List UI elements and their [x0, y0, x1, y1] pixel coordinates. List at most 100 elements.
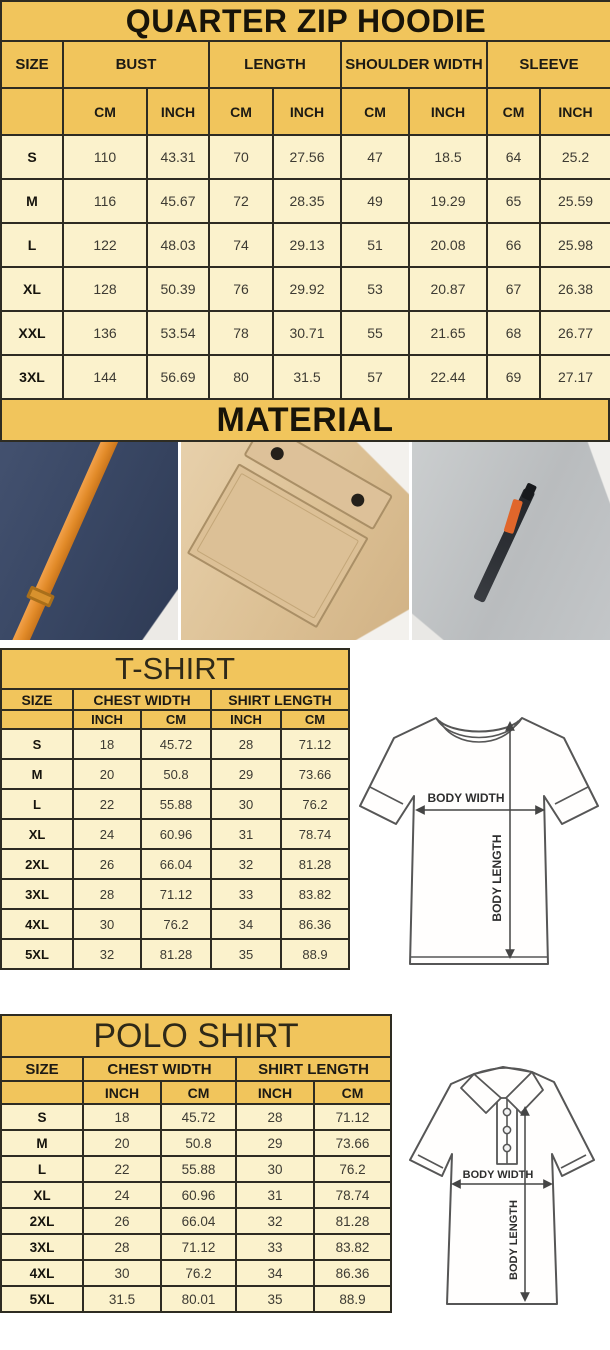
unit-header-cm: CM: [62, 87, 148, 136]
unit-header-cm: CM: [486, 87, 541, 136]
col-header-chest-width: CHEST WIDTH: [72, 688, 212, 711]
value-cell: 25.98: [538, 222, 610, 268]
empty-cell: [0, 709, 74, 730]
value-cell: 32: [235, 1207, 315, 1235]
value-cell: 60.96: [160, 1181, 237, 1209]
value-cell: 45.72: [140, 728, 212, 760]
value-cell: 26.38: [538, 266, 610, 312]
value-cell: 30: [210, 788, 282, 820]
size-cell: XL: [0, 1181, 84, 1209]
value-cell: 26: [72, 848, 142, 880]
value-cell: 29.92: [272, 266, 342, 312]
size-cell: S: [0, 728, 74, 760]
value-cell: 28: [72, 878, 142, 910]
table-row: SIZE CHEST WIDTH SHIRT LENGTH: [0, 1056, 393, 1082]
photo-navy-fleece-orange-strap: [0, 442, 178, 640]
size-cell: S: [0, 1103, 84, 1131]
value-cell: 18: [72, 728, 142, 760]
zipper: [473, 482, 538, 604]
col-header-shirt-length: SHIRT LENGTH: [234, 1056, 393, 1082]
unit-header-inch: INCH: [210, 709, 282, 730]
value-cell: 33: [210, 878, 282, 910]
value-cell: 81.28: [140, 938, 212, 970]
value-cell: 20.87: [408, 266, 488, 312]
table-row: INCH CM INCH CM: [0, 709, 351, 730]
value-cell: 35: [210, 938, 282, 970]
value-cell: 88.9: [312, 1285, 393, 1313]
value-cell: 29: [210, 758, 282, 790]
value-cell: 19.29: [408, 178, 488, 224]
table-row: INCH CM INCH CM: [0, 1080, 393, 1105]
table-row: L 122 48.03 74 29.13 51 20.08 66 25.98: [0, 222, 610, 268]
value-cell: 18.5: [408, 134, 488, 180]
value-cell: 22: [82, 1155, 162, 1183]
value-cell: 18: [82, 1103, 162, 1131]
value-cell: 83.82: [279, 878, 351, 910]
value-cell: 31.5: [82, 1285, 162, 1313]
value-cell: 66.04: [160, 1207, 237, 1235]
table-row: 5XL 31.5 80.01 35 88.9: [0, 1285, 393, 1313]
size-cell: L: [0, 1155, 84, 1183]
tshirt-measurement-diagram: BODY WIDTH BODY LENGTH: [350, 692, 608, 994]
value-cell: 28.35: [272, 178, 342, 224]
value-cell: 32: [210, 848, 282, 880]
value-cell: 45.72: [160, 1103, 237, 1131]
table-row: T-SHIRT: [0, 648, 351, 690]
value-cell: 22: [72, 788, 142, 820]
size-cell: 3XL: [0, 354, 64, 400]
size-cell: S: [0, 134, 64, 180]
material-title: MATERIAL: [216, 400, 394, 439]
value-cell: 128: [62, 266, 148, 312]
unit-header-inch: INCH: [72, 709, 142, 730]
value-cell: 32: [72, 938, 142, 970]
unit-header-cm: CM: [160, 1080, 237, 1105]
table-row: XXL 136 53.54 78 30.71 55 21.65 68 26.77: [0, 310, 610, 356]
table-row: S 18 45.72 28 71.12: [0, 1103, 393, 1131]
tshirt-size-table: T-SHIRT SIZE CHEST WIDTH SHIRT LENGTH IN…: [0, 648, 351, 970]
value-cell: 24: [72, 818, 142, 850]
value-cell: 86.36: [279, 908, 351, 940]
table-row: L 22 55.88 30 76.2: [0, 788, 351, 820]
empty-cell: [0, 1080, 84, 1105]
table-row: S 18 45.72 28 71.12: [0, 728, 351, 760]
polo-outline-drawing: BODY WIDTH BODY LENGTH: [409, 1066, 595, 1305]
col-header-length: LENGTH: [208, 40, 342, 89]
unit-header-cm: CM: [140, 709, 212, 730]
value-cell: 47: [340, 134, 410, 180]
value-cell: 25.59: [538, 178, 610, 224]
value-cell: 22.44: [408, 354, 488, 400]
hoodie-title: QUARTER ZIP HOODIE: [0, 0, 610, 42]
hoodie-size-table: QUARTER ZIP HOODIE SIZE BUST LENGTH SHOU…: [0, 0, 610, 400]
value-cell: 31.5: [272, 354, 342, 400]
table-row: SIZE CHEST WIDTH SHIRT LENGTH: [0, 688, 351, 711]
value-cell: 83.82: [312, 1233, 393, 1261]
unit-header-inch: INCH: [235, 1080, 315, 1105]
value-cell: 20: [82, 1129, 162, 1157]
body-length-label: BODY LENGTH: [508, 1200, 520, 1280]
value-cell: 71.12: [140, 878, 212, 910]
value-cell: 25.2: [538, 134, 610, 180]
empty-cell: [0, 87, 64, 136]
size-cell: M: [0, 1129, 84, 1157]
photo-gray-fleece-zipper: [412, 442, 610, 640]
table-row: XL 24 60.96 31 78.74: [0, 818, 351, 850]
table-row: XL 24 60.96 31 78.74: [0, 1181, 393, 1209]
unit-header-inch: INCH: [538, 87, 610, 136]
value-cell: 29.13: [272, 222, 342, 268]
value-cell: 72: [208, 178, 274, 224]
size-cell: L: [0, 788, 74, 820]
snap-button: [348, 491, 367, 509]
table-row: 3XL 144 56.69 80 31.5 57 22.44 69 27.17: [0, 354, 610, 400]
value-cell: 74: [208, 222, 274, 268]
value-cell: 76.2: [160, 1259, 237, 1287]
size-cell: 2XL: [0, 848, 74, 880]
table-row: M 116 45.67 72 28.35 49 19.29 65 25.59: [0, 178, 610, 224]
value-cell: 64: [486, 134, 541, 180]
value-cell: 31: [235, 1181, 315, 1209]
table-row: 3XL 28 71.12 33 83.82: [0, 878, 351, 910]
strap-buckle: [25, 585, 56, 608]
value-cell: 71.12: [279, 728, 351, 760]
value-cell: 65: [486, 178, 541, 224]
unit-header-cm: CM: [340, 87, 410, 136]
value-cell: 30: [235, 1155, 315, 1183]
